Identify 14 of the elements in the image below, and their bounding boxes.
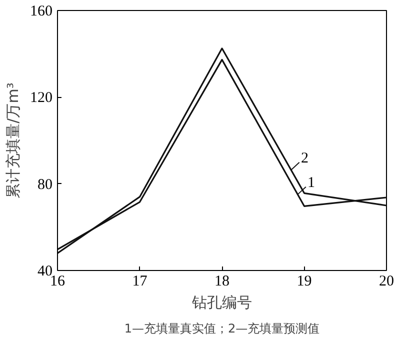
x-tick-label: 19 (296, 274, 312, 290)
legend-label: 1 (308, 174, 316, 191)
legend-label: 2 (300, 150, 308, 166)
y-tick-label: 160 (30, 4, 52, 20)
text: 1—充填量真实值；2—充填量预测值 (124, 322, 320, 336)
x-tick-label: 17 (132, 274, 148, 290)
x-axis-title: 钻孔编号 (191, 294, 252, 312)
x-tick-label: 16 (50, 274, 66, 290)
y-tick-label: 80 (38, 176, 52, 193)
y-tick-label: 40 (38, 264, 52, 280)
x-tick-label: 18 (214, 274, 230, 290)
y-axis-title: 累计充填量/万m³ (4, 82, 22, 198)
y-tick-label: 120 (30, 90, 52, 106)
x-tick-label: 20 (379, 274, 394, 290)
